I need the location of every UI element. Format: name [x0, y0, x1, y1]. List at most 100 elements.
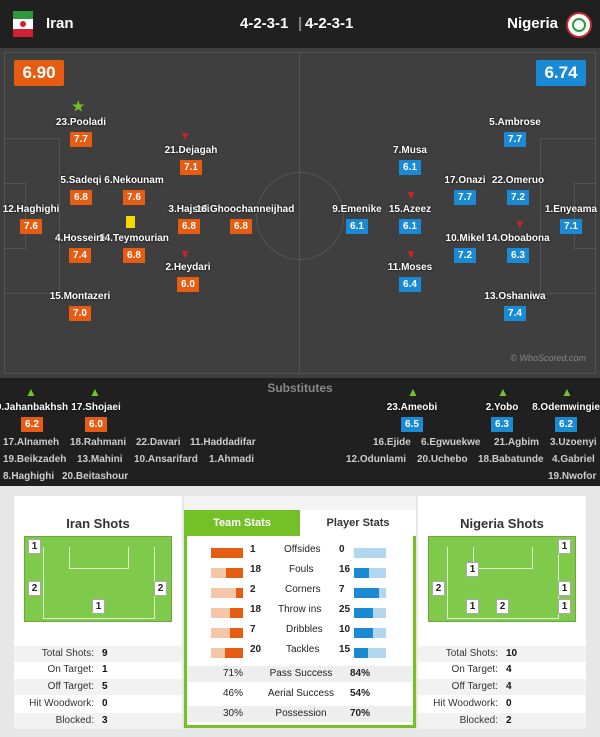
shot-zone-count: 1: [466, 599, 479, 614]
home-player[interactable]: 14.Teymourian 6.8: [99, 233, 169, 263]
away-team-rating: 6.74: [536, 60, 586, 86]
bench-player[interactable]: 11.Haddadifar: [190, 437, 256, 448]
away-player[interactable]: 9.Emenike 6.1: [332, 204, 382, 234]
away-stat-bar: [354, 648, 368, 658]
sub-on-arrow-icon: ▲: [89, 385, 101, 399]
percent-row: 71% Pass Success 84%: [187, 666, 413, 682]
bench-player[interactable]: 10.Ansarifard: [134, 454, 198, 465]
percent-row: 30% Possession 70%: [187, 706, 413, 722]
home-sub-player[interactable]: 9.Jahanbakhsh 6.2: [0, 402, 69, 432]
home-player[interactable]: 16.Ghoochanneijhad 6.8: [196, 204, 295, 234]
bench-player[interactable]: 19.Beikzadeh: [3, 454, 67, 465]
team-stat-row: 20 Tackles 15: [206, 644, 386, 662]
away-player[interactable]: 1.Enyeama 7.1: [544, 204, 598, 234]
away-sub-player[interactable]: 2.Yobo 6.3: [485, 402, 519, 432]
home-player[interactable]: 21.Dejagah 7.1: [164, 145, 218, 175]
bench-player[interactable]: 18.Babatunde: [478, 454, 544, 465]
bench-player[interactable]: 19.Nwofor: [548, 471, 597, 482]
shot-zone-count: 1: [558, 539, 571, 554]
shot-zone-count: 1: [92, 599, 105, 614]
bench-player[interactable]: 18.Rahmani: [70, 437, 127, 448]
home-stat-bar: [236, 588, 243, 598]
home-team-name[interactable]: Iran: [46, 15, 74, 32]
bench-player[interactable]: 8.Haghighi: [3, 471, 55, 482]
substitutes-panel: Substitutes ▲ ▲ ▲ ▲ ▲ 9.Jahanbakhsh 6.2 1…: [0, 378, 600, 486]
bench-player[interactable]: 20.Uchebo: [417, 454, 468, 465]
home-stat-bar: [226, 568, 243, 578]
stat-row: Blocked: 2: [418, 713, 586, 729]
away-player[interactable]: 10.Mikel 7.2: [445, 233, 485, 263]
away-player[interactable]: 14.Oboabona 6.3: [486, 233, 550, 263]
away-team-name[interactable]: Nigeria: [507, 15, 558, 32]
shot-zone-count: 1: [466, 562, 479, 577]
iran-shots-title: Iran Shots: [66, 516, 130, 531]
away-player[interactable]: 5.Ambrose 7.7: [489, 117, 541, 147]
team-stats-panel: Team Stats Player Stats 1 Offsides 0 18 …: [184, 496, 416, 728]
iran-crest-icon: [13, 11, 33, 37]
shot-zone-count: 1: [558, 581, 571, 596]
sub-off-arrow-icon: ▼: [405, 247, 417, 261]
bench-player[interactable]: 22.Davari: [136, 437, 181, 448]
away-player[interactable]: 7.Musa 6.1: [393, 145, 427, 175]
home-player[interactable]: 6.Nekounam 7.6: [104, 175, 164, 205]
nigeria-shots-panel: Nigeria Shots 1 1 2 1 1 1 2 Total Shots:…: [418, 496, 586, 729]
home-player[interactable]: 4.Hosseini 7.4: [54, 233, 106, 263]
stats-section: Iran Shots 1 2 2 1 Total Shots: 9 On Targ…: [0, 486, 600, 737]
sub-on-arrow-icon: ▲: [561, 385, 573, 399]
stat-row: Total Shots: 9: [14, 646, 182, 662]
bench-player[interactable]: 17.Alnameh: [3, 437, 60, 448]
home-player[interactable]: 2.Heydari 6.0: [165, 262, 211, 292]
bench-player[interactable]: 20.Beitashour: [62, 471, 129, 482]
home-player[interactable]: 5.Sadeqi 6.8: [60, 175, 102, 205]
stat-row: Off Target: 5: [14, 679, 182, 695]
stat-row: Off Target: 4: [418, 679, 586, 695]
tab-player-stats[interactable]: Player Stats: [300, 510, 416, 536]
sub-on-arrow-icon: ▲: [497, 385, 509, 399]
shot-zone-count: 2: [154, 581, 167, 596]
stat-row: Hit Woodwork: 0: [433, 698, 512, 709]
away-player[interactable]: 17.Onazi 7.7: [444, 175, 486, 205]
bench-player[interactable]: 6.Egwuekwe: [421, 437, 481, 448]
team-stat-row: 1 Offsides 0: [206, 544, 386, 562]
tab-team-stats[interactable]: Team Stats: [184, 510, 300, 536]
shot-zone-count: 2: [432, 581, 445, 596]
bench-player[interactable]: 13.Mahini: [77, 454, 123, 465]
bench-player[interactable]: 3.Uzoenyi: [550, 437, 597, 448]
bench-player[interactable]: 4.Gabriel: [552, 454, 595, 465]
bench-player[interactable]: 12.Odunlami: [346, 454, 407, 465]
away-stat-bar: [354, 588, 379, 598]
stat-row: On Target: 4: [451, 664, 512, 675]
whoscored-watermark: © WhoScored.com: [510, 353, 586, 363]
bench-player[interactable]: 21.Agbim: [494, 437, 540, 448]
home-player[interactable]: 23.Pooladi 7.7: [55, 117, 106, 147]
home-formation: 4-2-3-1: [240, 15, 289, 32]
stat-row: Hit Woodwork: 0: [29, 698, 108, 709]
away-player[interactable]: 13.Oshaniwa 7.4: [484, 291, 546, 321]
shot-zone-count: 2: [496, 599, 509, 614]
home-player[interactable]: 15.Montazeri 7.0: [49, 291, 111, 321]
away-player[interactable]: 11.Moses 6.4: [387, 262, 433, 292]
sub-off-arrow-icon: ▼: [179, 247, 191, 261]
sub-off-arrow-icon: ▼: [405, 188, 417, 202]
away-sub-player[interactable]: 8.Odemwingie 6.2: [532, 402, 600, 432]
away-stat-bar: [354, 608, 373, 618]
team-stat-row: 18 Fouls 16: [206, 564, 386, 582]
shot-zone-count: 2: [28, 581, 41, 596]
home-stat-bar: [230, 608, 243, 618]
stat-row: Total Shots: 10: [418, 646, 586, 662]
home-player[interactable]: 3.Hajsafi 6.8: [168, 204, 210, 234]
bench-player[interactable]: 1.Ahmadi: [209, 454, 255, 465]
team-stat-row: 18 Throw ins 25: [206, 604, 386, 622]
sub-off-arrow-icon: ▼: [514, 217, 526, 231]
bench-player[interactable]: 16.Ejide: [373, 437, 411, 448]
away-player[interactable]: 15.Azeez 6.1: [388, 204, 432, 234]
away-stat-bar: [354, 568, 369, 578]
away-player[interactable]: 22.Omeruo 7.2: [491, 175, 545, 205]
formation-separator: |: [298, 15, 303, 32]
away-sub-player[interactable]: 23.Ameobi 6.5: [386, 402, 438, 432]
substitutes-title: Substitutes: [267, 381, 333, 395]
sub-off-arrow-icon: ▼: [179, 129, 191, 143]
shot-zone-count: 1: [28, 539, 41, 554]
home-sub-player[interactable]: 17.Shojaei 6.0: [71, 402, 121, 432]
home-player[interactable]: 12.Haghighi 7.6: [2, 204, 60, 234]
